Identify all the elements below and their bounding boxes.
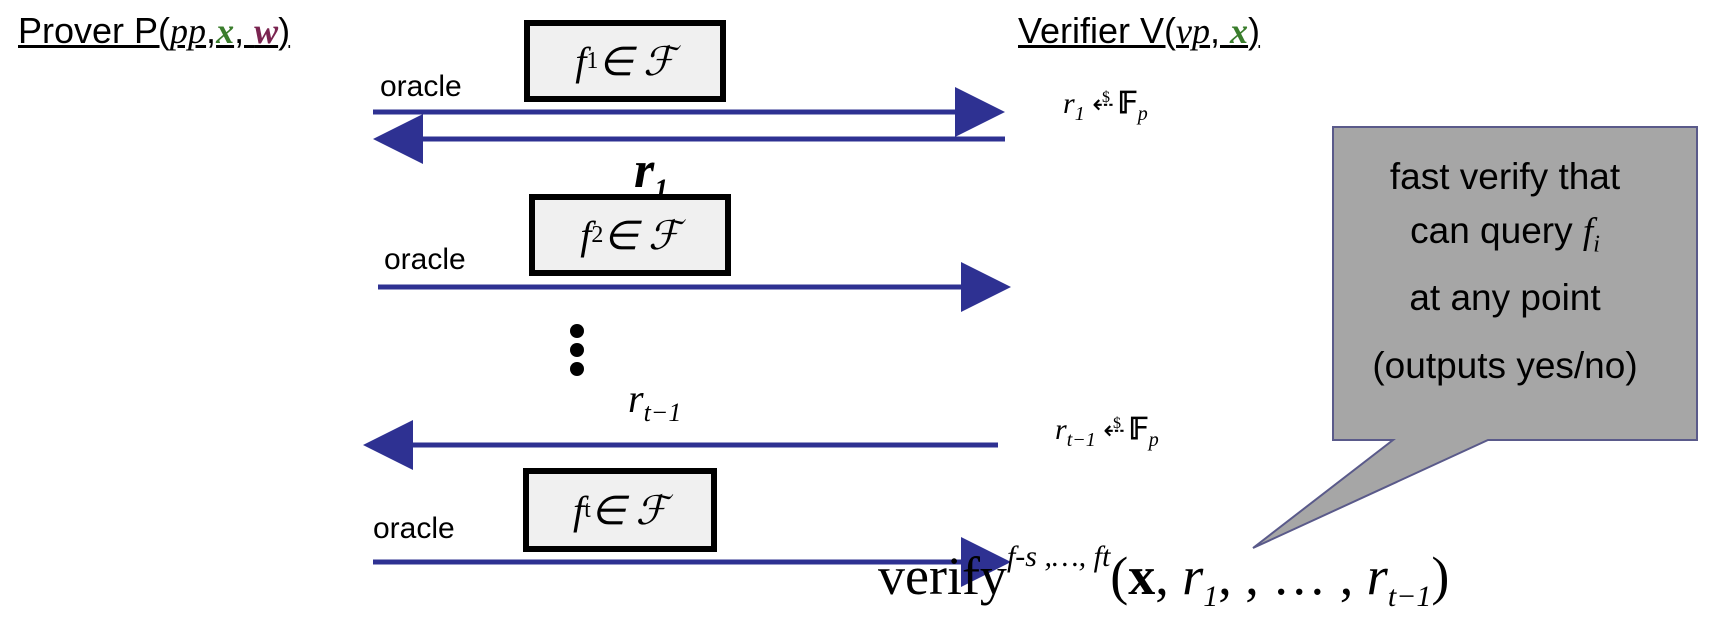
verifier-header: Verifier V(vp, x): [1018, 10, 1260, 52]
callout-line-2-sub: i: [1593, 231, 1600, 258]
callout-line-4: (outputs yes/no): [1372, 345, 1638, 387]
f2-var: f: [580, 212, 592, 258]
verify-name: verify: [878, 546, 1007, 606]
ellipsis-dot: [570, 343, 584, 357]
prover-comma: ,: [206, 10, 217, 51]
ellipsis-dot: [570, 324, 584, 338]
sample-rt-1-var: r: [1055, 413, 1067, 446]
prover-suffix: ): [278, 10, 291, 51]
oracle-label-t: oracle: [373, 512, 455, 545]
oracle-label-1: oracle: [380, 70, 462, 103]
challenge-r1: r1: [634, 141, 668, 206]
verifier-prefix: Verifier V(: [1018, 10, 1177, 51]
verify-close: ): [1431, 546, 1450, 606]
verify-mid: , , … ,: [1218, 546, 1367, 606]
sample-r1-var: r: [1063, 87, 1075, 120]
verify-expression: verifyf-s ,…, ft(x, r1, , … , rt−1): [878, 540, 1449, 614]
ft-sub: t: [584, 496, 591, 523]
f1-var: f: [575, 38, 587, 84]
verify-rt: r: [1366, 546, 1388, 606]
verifier-vp: vp: [1176, 11, 1211, 51]
prover-pp: pp: [170, 11, 207, 51]
prover-comma: ,: [234, 10, 255, 51]
verify-r1: r: [1182, 546, 1204, 606]
challenge-rt-1: rt−1: [628, 375, 681, 428]
callout-line-2-var: f: [1582, 211, 1594, 252]
f1-sub: 1: [586, 47, 599, 74]
sample-rt-1: rt−1 ⇠$ 𝔽p: [1055, 412, 1159, 452]
ft-var: f: [572, 487, 585, 533]
challenge-rt-1-sub: t−1: [643, 398, 682, 427]
challenge-r1-var: r: [634, 142, 655, 199]
verify-r1-sub: 1: [1203, 579, 1219, 613]
f2-sub: 2: [591, 221, 604, 248]
callout-line-2-prefix: can query: [1410, 210, 1583, 251]
callout-line-3: at any point: [1409, 277, 1601, 319]
challenge-r1-sub: 1: [654, 174, 669, 206]
callout-line-2: can query fi: [1340, 204, 1670, 271]
sample-dollar: $: [1101, 89, 1110, 106]
verify-x: x: [1128, 546, 1156, 606]
sample-dollar: $: [1113, 415, 1122, 432]
callout-text: fast verify that can query fi at any poi…: [1340, 150, 1670, 393]
callout-bubble: [1252, 126, 1698, 549]
challenge-rt-1-var: r: [628, 376, 644, 421]
verifier-x: x: [1230, 11, 1249, 51]
f2-family: ∈ ℱ: [603, 212, 680, 258]
prover-x: x: [216, 11, 235, 51]
sample-field: 𝔽: [1128, 413, 1149, 446]
prover-w: w: [254, 11, 279, 51]
prover-prefix: Prover P(: [18, 10, 171, 51]
sample-field: 𝔽: [1117, 87, 1138, 120]
verify-open: (: [1110, 546, 1129, 606]
verifier-suffix: ): [1248, 10, 1261, 51]
verify-sep: ,: [1155, 546, 1183, 606]
ellipsis-dot: [570, 362, 584, 376]
verify-oracles: f-s ,…, ft: [1006, 540, 1111, 573]
sample-arrow: ⇠: [1092, 90, 1114, 119]
verify-rt-sub: t−1: [1387, 579, 1432, 613]
prover-header: Prover P(pp,x, w): [18, 10, 290, 52]
sample-field-sub: p: [1137, 103, 1148, 125]
sample-field-sub: p: [1148, 429, 1159, 451]
sample-rt-1-sub: t−1: [1066, 429, 1096, 451]
sample-arrow: ⇠: [1103, 416, 1126, 445]
sample-r1-sub: 1: [1074, 103, 1085, 125]
sample-r1: r1 ⇠$ 𝔽p: [1063, 86, 1148, 126]
oracle-label-2: oracle: [384, 243, 466, 276]
verifier-comma: ,: [1210, 10, 1231, 51]
callout-line-1: fast verify that: [1389, 156, 1621, 197]
f1-family: ∈ ℱ: [598, 38, 675, 84]
ft-family: ∈ ℱ: [590, 487, 668, 533]
